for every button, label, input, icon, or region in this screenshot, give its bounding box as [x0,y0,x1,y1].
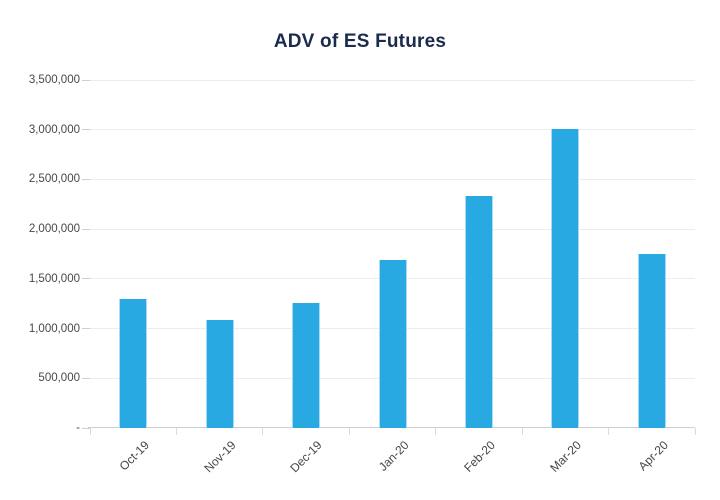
bar-jan-20 [378,259,407,428]
x-axis-tick-label: Nov-19 [201,438,239,476]
x-boundary-tick [89,428,91,435]
x-boundary-tick [175,428,177,435]
gridline [90,79,695,81]
x-axis-tick-label: Feb-20 [461,438,498,475]
chart-title: ADV of ES Futures [273,31,447,52]
y-tick-mark [82,79,90,81]
x-boundary-tick [262,428,264,435]
y-axis-tick-label: - [76,422,80,434]
y-tick-mark [82,427,90,429]
bar-nov-19 [205,319,234,428]
bar-feb-20 [464,196,493,428]
plot-area [82,79,696,435]
x-axis: Oct-19 Nov-19 Dec-19 Jan-20 Feb-20 Mar-20 Apr-… [90,428,695,500]
y-axis-tick-label: 3,500,000 [28,74,80,86]
x-boundary-tick [608,428,610,435]
x-axis-tick-label: Dec-19 [287,438,326,476]
y-tick-mark [82,129,90,131]
bar-dec-19 [292,302,321,428]
x-boundary-tick [435,428,437,435]
bar-apr-20 [637,254,666,428]
x-boundary-tick [521,428,523,435]
y-tick-mark [82,228,90,230]
x-axis-tick-label: Apr-20 [635,438,671,474]
y-tick-mark [82,278,90,280]
y-axis-tick-label: 2,500,000 [28,173,80,186]
gridline [90,178,695,180]
y-axis-tick-label: 1,000,000 [28,322,80,335]
y-tick-mark [82,328,90,330]
x-boundary-tick [348,428,350,435]
gridline [90,129,695,131]
y-tick-mark [82,377,90,379]
y-axis-tick-label: 500,000 [38,372,80,385]
x-axis-tick-label: Jan-20 [375,438,412,474]
x-axis-tick-label: Oct-19 [116,438,153,474]
x-boundary-tick [694,428,696,435]
gridline [90,228,695,230]
bar-oct-19 [119,298,148,428]
y-axis-tick-label: 1,500,000 [28,272,80,285]
x-axis-tick-label: Mar-20 [547,438,585,475]
y-axis-tick-label: 3,000,000 [28,123,80,136]
y-axis-tick-label: 2,000,000 [28,223,80,236]
bar-mar-20 [551,128,580,428]
y-tick-mark [82,178,90,180]
y-axis: - 500,000 1,000,000 1,500,000 2,000,000 2,500… [0,74,80,434]
